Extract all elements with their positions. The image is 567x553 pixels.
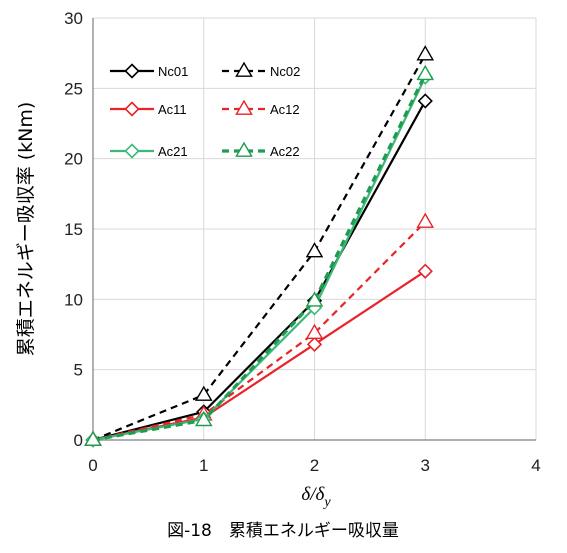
data-point-ac22-3 [416,64,435,81]
y-tick-label-3: 15 [64,220,83,239]
legend-entry-ac12: Ac12 [222,99,300,117]
series-line-ac21 [92,76,427,442]
legend-label-ac11: Ac11 [158,102,187,117]
legend-entry-ac21: Ac21 [110,143,188,159]
series-ac22 [84,64,435,446]
data-series [84,45,435,448]
series-line-nc01 [92,100,427,442]
data-point-ac11-3 [417,263,433,279]
data-point-ac22-2 [305,291,324,307]
x-tick-labels: 0 1 2 3 4 [88,456,540,475]
y-tick-label-0: 0 [74,431,83,450]
y-tick-label-6: 30 [64,9,83,28]
x-axis-label-main: δ/δ [301,484,325,505]
legend-entry-ac11: Ac11 [110,101,187,117]
data-point-ac22-0 [84,430,102,446]
legend: Nc01 Nc02 Ac11 Ac12 Ac21 Ac22 [110,61,300,159]
legend-marker-nc01 [124,63,140,79]
legend-label-ac12: Ac12 [270,102,300,117]
series-line-ac12 [92,221,427,442]
axes [92,18,536,441]
x-tick-label-2: 2 [310,456,319,475]
y-axis-label: 累積エネルギー吸収率 (kNm) [15,102,37,357]
legend-marker-ac22 [235,141,253,157]
series-line-nc02 [92,54,427,442]
y-tick-label-2: 10 [64,290,83,309]
data-point-nc02-3 [416,45,435,61]
data-point-nc02-1 [194,385,213,401]
data-point-nc01-3 [417,93,433,109]
legend-entry-nc02: Nc02 [222,61,300,79]
legend-label-ac21: Ac21 [158,144,188,159]
y-tick-label-5: 25 [64,79,83,98]
data-point-ac12-2 [305,323,324,339]
x-tick-label-3: 3 [421,456,430,475]
figure-caption: 図-18 累積エネルギー吸収量 [167,521,399,541]
legend-entry-ac22: Ac22 [222,141,300,159]
data-point-ac11-2 [306,336,323,352]
y-tick-label-1: 5 [74,361,83,380]
data-point-ac22-1 [194,410,213,427]
series-line-ac22 [92,73,427,442]
legend-entry-nc01: Nc01 [110,63,188,79]
x-tick-label-4: 4 [531,456,540,475]
legend-marker-ac21 [124,143,140,159]
x-tick-label-0: 0 [88,456,97,475]
data-point-nc02-2 [305,242,324,258]
legend-label-nc02: Nc02 [270,64,300,79]
y-tick-labels: 0 5 10 15 20 25 30 [64,9,83,450]
x-tick-label-1: 1 [199,456,208,475]
legend-label-ac22: Ac22 [270,144,300,159]
x-axis-label: δ/δy [301,484,331,510]
y-tick-label-4: 20 [64,150,83,169]
legend-marker-ac12 [235,99,253,115]
data-point-ac12-3 [416,212,435,228]
x-axis-label-subscript: y [322,495,331,510]
legend-marker-ac11 [124,101,140,117]
legend-marker-nc02 [235,61,253,77]
legend-label-nc01: Nc01 [158,64,188,79]
